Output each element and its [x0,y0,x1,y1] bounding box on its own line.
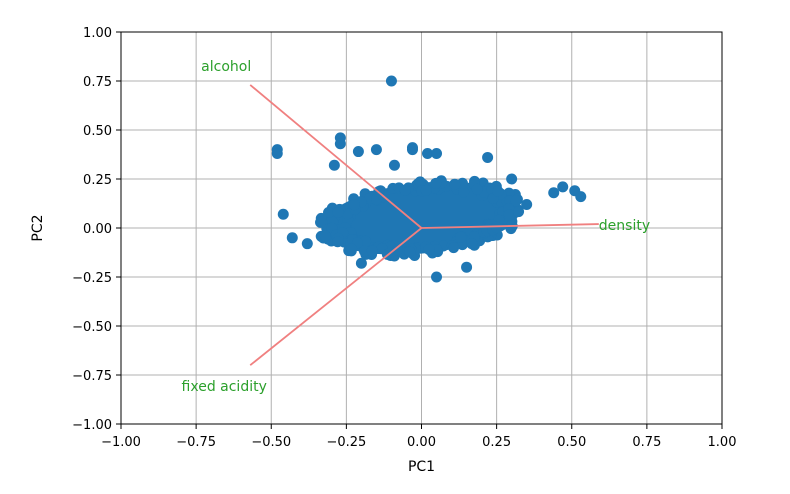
scatter-point [431,244,443,256]
scatter-point [399,184,411,196]
scatter-point [423,244,435,256]
scatter-point [358,245,370,257]
y-tick-label: −0.75 [72,369,112,384]
scatter-point [510,195,522,207]
scatter-point [346,243,358,255]
scatter-point [328,159,340,171]
scatter-point [348,199,360,211]
scatter-point [334,138,346,150]
point-cloud [315,175,525,262]
scatter-point [448,242,460,254]
scatter-point [492,185,504,197]
scatter-point [385,75,397,87]
vector-label: density [599,218,650,234]
x-tick-label: −1.00 [101,435,141,450]
scatter-point [370,144,382,156]
scatter-point [315,216,327,228]
scatter-point [332,236,344,248]
scatter-point [482,151,494,163]
y-axis-title: PC2 [30,214,46,241]
scatter-point [455,231,467,243]
scatter-point [301,238,313,250]
scatter-point [404,246,416,258]
scatter-point [521,198,533,210]
scatter-point [575,191,587,203]
y-tick-label: −0.25 [72,271,112,286]
x-tick-label: −0.25 [326,435,366,450]
loading-vector [421,223,599,229]
y-tick-label: 1.00 [83,26,112,41]
x-tick-label: −0.75 [176,435,216,450]
scatter-point [391,244,403,256]
y-tick-label: 0.25 [83,173,112,188]
x-tick-label: 0.25 [482,435,511,450]
x-tick-label: 0.50 [557,435,586,450]
x-axis-title: PC1 [408,459,435,475]
y-tick-label: 0.00 [83,222,112,237]
scatter-point [471,183,483,195]
scatter-point [271,148,283,160]
y-tick-label: −1.00 [72,418,112,433]
scatter-point [332,206,344,218]
scatter-point [458,186,470,198]
scatter-point [277,208,289,220]
scatter-point [548,187,560,199]
scatter-point [557,181,569,193]
scatter-point [286,232,298,244]
y-tick-label: 0.75 [83,75,112,90]
loading-vector [249,84,423,229]
loading-vector [249,227,423,366]
scatter-point [506,173,518,185]
vector-label: fixed acidity [182,379,267,395]
scatter-point [430,177,442,189]
scatter-point [431,148,443,160]
y-tick-label: −0.50 [72,320,112,335]
vector-label: alcohol [201,59,251,75]
x-tick-label: 0.00 [407,435,436,450]
scatter-point [323,206,335,218]
scatter-point [406,144,418,156]
scatter-point [319,230,331,242]
scatter-point [466,238,478,250]
x-tick-label: −0.50 [251,435,291,450]
scatter-point [461,261,473,273]
x-tick-label: 1.00 [708,435,737,450]
scatter-point [366,245,378,257]
scatter-point [422,148,434,160]
scatter-point [513,206,525,218]
scatter-point [355,257,367,269]
scatter-point [449,178,461,190]
axis-ticks: −1.00 −0.75 −0.50 −0.25 0.00 0.25 0.50 0.75 1.00… [72,26,736,450]
x-tick-label: 0.75 [632,435,661,450]
scatter-point [388,159,400,171]
scatter-point [360,235,372,247]
scatter-points [271,75,587,283]
y-tick-label: 0.50 [83,124,112,139]
scatter-point [420,184,432,196]
scatter-point [352,146,364,158]
scatter-point [490,221,502,233]
scatter-point [503,209,515,221]
scatter-point [431,271,443,283]
loading-vectors: alcohol density fixed acidity [182,59,651,395]
scatter-point [414,176,426,188]
